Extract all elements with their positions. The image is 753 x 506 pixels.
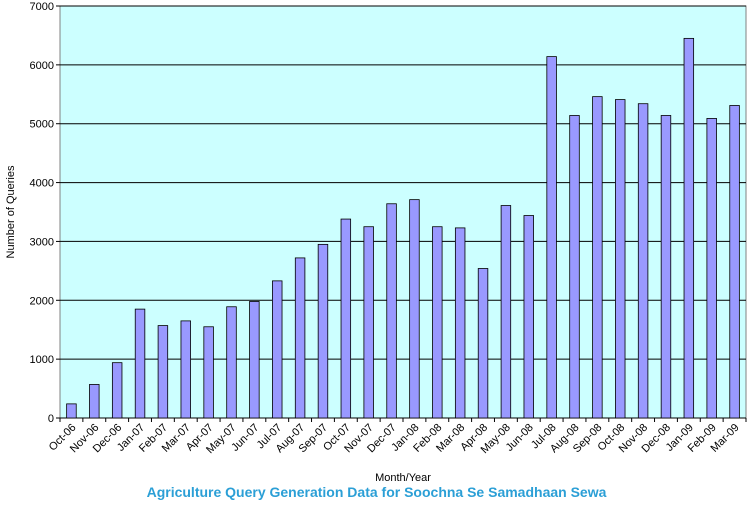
bar-jul-08: [546, 56, 557, 419]
bar-jan-09: [683, 37, 695, 419]
bar-feb-07: [157, 325, 169, 419]
bar-dec-08: [660, 115, 672, 419]
bar-nov-07: [363, 226, 374, 419]
y-tick-label: 6000: [30, 60, 54, 72]
bar-sep-08: [592, 96, 603, 419]
bar-mar-07: [180, 320, 191, 419]
bar-dec-06: [111, 362, 123, 419]
y-tick-label: 3000: [30, 236, 54, 248]
y-axis-label: Number of Queries: [5, 165, 17, 258]
bar-oct-07: [340, 218, 352, 419]
bar-dec-07: [386, 203, 397, 419]
bar-nov-06: [89, 384, 100, 419]
y-tick-label: 1000: [30, 354, 54, 366]
bar-jun-08: [523, 215, 534, 419]
bar-aug-07: [294, 257, 306, 419]
bar-nov-08: [637, 103, 649, 419]
y-tick-label: 7000: [30, 1, 54, 13]
plot-area: [59, 5, 747, 419]
bar-apr-07: [203, 326, 214, 419]
bar-feb-08: [432, 226, 443, 419]
y-axis-ticks: 0 1000 2000 3000 4000 5000 6000 7000: [30, 1, 60, 425]
bar-mar-08: [454, 227, 466, 419]
y-tick-label: 5000: [30, 119, 54, 131]
y-tick-label: 0: [48, 413, 54, 425]
y-tick-label: 4000: [30, 178, 54, 190]
bars: [66, 37, 740, 419]
bar-jul-07: [272, 280, 283, 419]
bar-jan-07: [134, 308, 146, 419]
bar-feb-09: [706, 118, 717, 419]
bar-aug-08: [569, 115, 580, 419]
x-axis-label: Month/Year: [375, 472, 431, 484]
bar-sep-07: [317, 243, 329, 419]
gridlines: [60, 5, 746, 419]
y-tick-label: 2000: [30, 295, 54, 307]
bar-apr-08: [477, 268, 489, 419]
bar-oct-06: [66, 403, 77, 419]
bar-oct-08: [615, 99, 626, 419]
bar-mar-09: [729, 105, 740, 419]
bar-jun-07: [249, 301, 260, 419]
x-axis-ticks: Oct-06Nov-06Dec-06Jan-07Feb-07Mar-07Apr-…: [47, 418, 747, 456]
chart-caption: Agriculture Query Generation Data for So…: [146, 484, 607, 500]
bar-may-08: [500, 205, 512, 419]
bar-jan-08: [409, 199, 420, 419]
bar-may-07: [226, 306, 237, 419]
